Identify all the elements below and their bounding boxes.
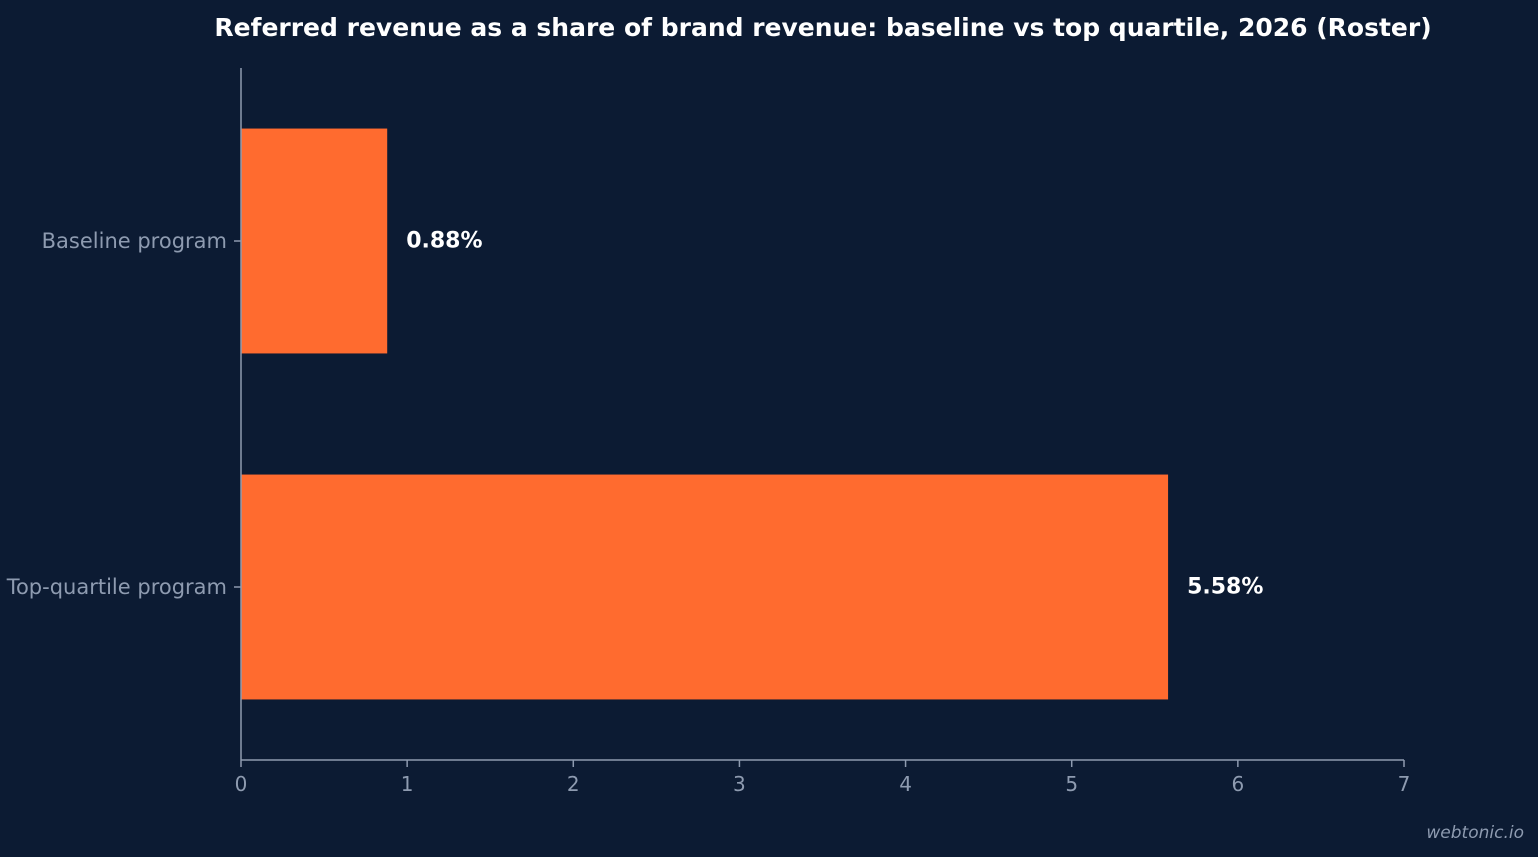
labels-layer: Baseline program 0.88% Top-quartile progra… bbox=[6, 229, 1411, 797]
x-tick-label: 1 bbox=[401, 772, 414, 796]
y-tick-label: Top-quartile program bbox=[6, 575, 227, 599]
axes-layer bbox=[234, 68, 1405, 767]
x-tick-label: 4 bbox=[899, 772, 912, 796]
bar-baseline-program bbox=[241, 128, 388, 354]
x-tick-label: 2 bbox=[567, 772, 580, 796]
x-tick-label: 7 bbox=[1398, 772, 1411, 796]
bar-top-quartile-program bbox=[241, 474, 1169, 700]
x-tick-label: 3 bbox=[733, 772, 746, 796]
x-tick-label: 0 bbox=[235, 772, 248, 796]
data-label: 0.88% bbox=[406, 229, 482, 254]
watermark: webtonic.io bbox=[1426, 823, 1524, 843]
x-tick-label: 6 bbox=[1231, 772, 1244, 796]
bars-layer bbox=[241, 128, 1169, 700]
y-tick-label: Baseline program bbox=[42, 229, 227, 253]
x-tick-label: 5 bbox=[1065, 772, 1078, 796]
chart-title: Referred revenue as a share of brand rev… bbox=[214, 13, 1432, 42]
data-label: 5.58% bbox=[1187, 575, 1263, 600]
